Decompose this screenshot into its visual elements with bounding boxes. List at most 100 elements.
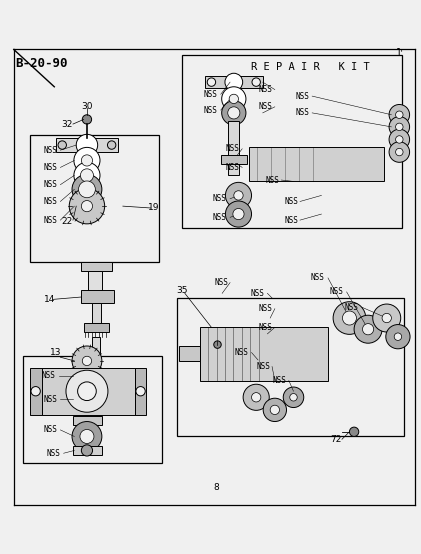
Text: NSS: NSS <box>44 425 57 434</box>
Circle shape <box>222 101 246 125</box>
Text: NSS: NSS <box>345 303 359 312</box>
Circle shape <box>342 311 357 325</box>
Text: NSS: NSS <box>296 109 309 117</box>
Circle shape <box>72 175 102 204</box>
Text: 72: 72 <box>330 435 341 444</box>
Circle shape <box>290 393 297 401</box>
Polygon shape <box>29 368 42 414</box>
Circle shape <box>80 429 94 443</box>
Text: 1: 1 <box>396 48 402 58</box>
Polygon shape <box>221 155 247 164</box>
Text: NSS: NSS <box>44 197 57 206</box>
Text: NSS: NSS <box>225 144 239 153</box>
Text: NSS: NSS <box>296 91 309 101</box>
Circle shape <box>222 87 246 111</box>
Circle shape <box>270 405 280 414</box>
Text: NSS: NSS <box>44 394 57 404</box>
Bar <box>29 135 159 262</box>
Text: 8: 8 <box>213 483 219 493</box>
Polygon shape <box>73 416 102 425</box>
Text: 14: 14 <box>44 295 55 304</box>
Circle shape <box>389 142 410 162</box>
Circle shape <box>228 107 240 119</box>
Text: NSS: NSS <box>272 376 286 385</box>
Circle shape <box>80 169 93 182</box>
Circle shape <box>77 382 96 401</box>
Circle shape <box>107 141 116 149</box>
Circle shape <box>389 105 410 125</box>
Text: NSS: NSS <box>225 163 239 172</box>
Circle shape <box>82 115 92 124</box>
Circle shape <box>82 356 92 366</box>
Circle shape <box>79 181 95 198</box>
Circle shape <box>234 191 243 200</box>
Text: NSS: NSS <box>235 348 249 357</box>
Polygon shape <box>249 147 384 181</box>
Polygon shape <box>92 302 101 322</box>
Text: R E P A I R   K I T: R E P A I R K I T <box>251 61 370 71</box>
Polygon shape <box>81 262 112 271</box>
Circle shape <box>136 387 145 396</box>
Polygon shape <box>81 290 114 302</box>
Text: NSS: NSS <box>203 90 217 99</box>
Text: NSS: NSS <box>258 85 272 94</box>
Circle shape <box>283 387 304 408</box>
Circle shape <box>229 94 238 104</box>
Text: B-20-90: B-20-90 <box>16 57 68 70</box>
Polygon shape <box>88 271 102 290</box>
Circle shape <box>251 393 261 402</box>
Circle shape <box>76 134 98 156</box>
Circle shape <box>81 201 93 212</box>
Circle shape <box>389 116 410 137</box>
Circle shape <box>31 387 40 396</box>
Circle shape <box>362 324 374 335</box>
Circle shape <box>396 148 403 156</box>
Text: 22: 22 <box>61 217 72 225</box>
Text: NSS: NSS <box>250 289 264 298</box>
Polygon shape <box>228 121 240 176</box>
Circle shape <box>81 445 93 456</box>
Text: NSS: NSS <box>213 213 226 222</box>
Text: NSS: NSS <box>44 163 57 172</box>
Polygon shape <box>205 75 263 88</box>
Polygon shape <box>42 368 135 414</box>
Text: NSS: NSS <box>284 197 298 206</box>
Text: 13: 13 <box>50 348 61 357</box>
Text: NSS: NSS <box>256 362 270 371</box>
Circle shape <box>225 201 251 227</box>
Circle shape <box>394 333 402 340</box>
Circle shape <box>386 325 410 349</box>
Text: NSS: NSS <box>311 274 325 283</box>
Circle shape <box>58 141 67 149</box>
Text: NSS: NSS <box>42 371 56 381</box>
Circle shape <box>354 315 382 343</box>
Polygon shape <box>135 368 146 414</box>
Polygon shape <box>73 446 102 455</box>
Circle shape <box>69 188 105 224</box>
Circle shape <box>333 302 366 335</box>
Text: NSS: NSS <box>266 176 280 184</box>
Circle shape <box>396 123 403 131</box>
Text: NSS: NSS <box>329 288 343 296</box>
Polygon shape <box>56 138 118 152</box>
Circle shape <box>396 136 403 143</box>
Circle shape <box>81 155 93 166</box>
Circle shape <box>382 314 392 322</box>
Polygon shape <box>200 327 328 381</box>
Circle shape <box>214 341 221 348</box>
Text: NSS: NSS <box>44 146 57 155</box>
Text: NSS: NSS <box>258 323 272 332</box>
Bar <box>181 55 402 228</box>
Circle shape <box>252 78 260 86</box>
Text: NSS: NSS <box>258 102 272 111</box>
Polygon shape <box>179 346 200 361</box>
Circle shape <box>74 162 100 188</box>
Circle shape <box>225 73 242 91</box>
Circle shape <box>72 346 102 376</box>
Circle shape <box>396 111 403 119</box>
Text: NSS: NSS <box>214 278 228 287</box>
Text: NSS: NSS <box>203 106 217 115</box>
Text: NSS: NSS <box>44 180 57 189</box>
Circle shape <box>243 384 269 411</box>
Text: 19: 19 <box>148 203 160 213</box>
